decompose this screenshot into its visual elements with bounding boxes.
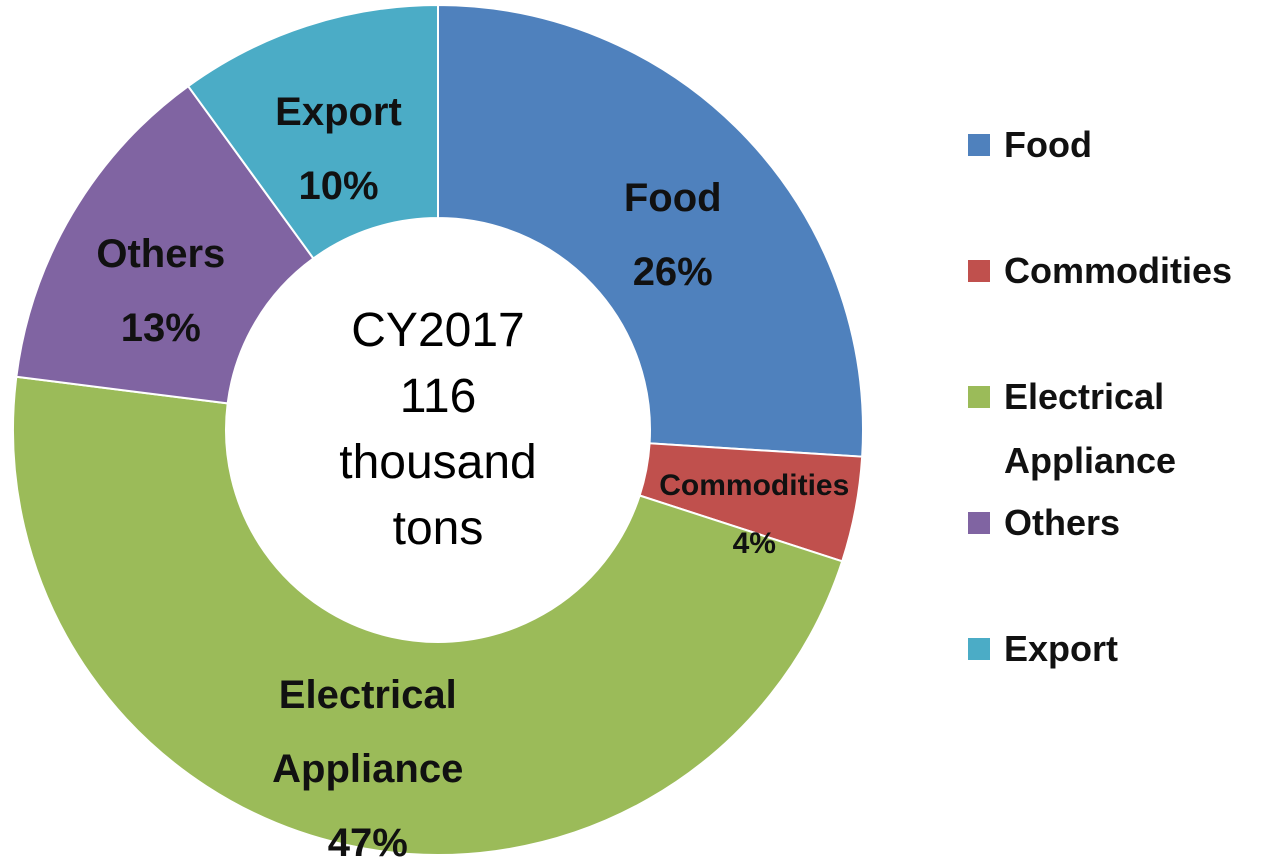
slice [186, 3, 439, 260]
legend-swatch [968, 386, 990, 408]
data-label: Others 13% [31, 217, 291, 365]
slice-name: Food [623, 175, 722, 220]
slice-name: Electrical Appliance [272, 673, 464, 792]
legend-item: Others [968, 491, 1268, 555]
legend-swatch [968, 638, 990, 660]
slice-name: Commodities [659, 469, 850, 503]
center-text: CY2017 116 thousand tons [339, 304, 537, 555]
data-label: Commodities 4% [614, 457, 894, 573]
value-label: 4% [732, 527, 776, 561]
legend-swatch [968, 134, 990, 156]
data-label: Food 26% [543, 161, 803, 309]
legend-swatch [968, 512, 990, 534]
legend-label: Others [1004, 502, 1121, 543]
legend-item: Electrical Appliance [968, 365, 1268, 493]
legend-item: Commodities [968, 239, 1268, 303]
value-label: 10% [298, 163, 379, 208]
legend-label: Food [1004, 124, 1092, 165]
data-label: Electrical Appliance 47% [238, 658, 498, 859]
slice [12, 375, 844, 856]
legend-label: Export [1004, 628, 1119, 669]
legend-label: Commodities [1004, 250, 1233, 291]
legend-item: Food [968, 113, 1268, 177]
value-label: 13% [120, 306, 201, 351]
legend-item: Export [968, 617, 1268, 681]
slice [15, 84, 315, 405]
data-label: Export 10% [208, 75, 468, 223]
legend-swatch [968, 260, 990, 282]
slice-name: Others [96, 232, 226, 277]
legend-label: Electrical Appliance [1004, 376, 1177, 481]
value-label: 26% [632, 249, 713, 294]
slice [437, 3, 864, 458]
slice-name: Export [275, 89, 402, 134]
value-label: 47% [327, 821, 408, 859]
